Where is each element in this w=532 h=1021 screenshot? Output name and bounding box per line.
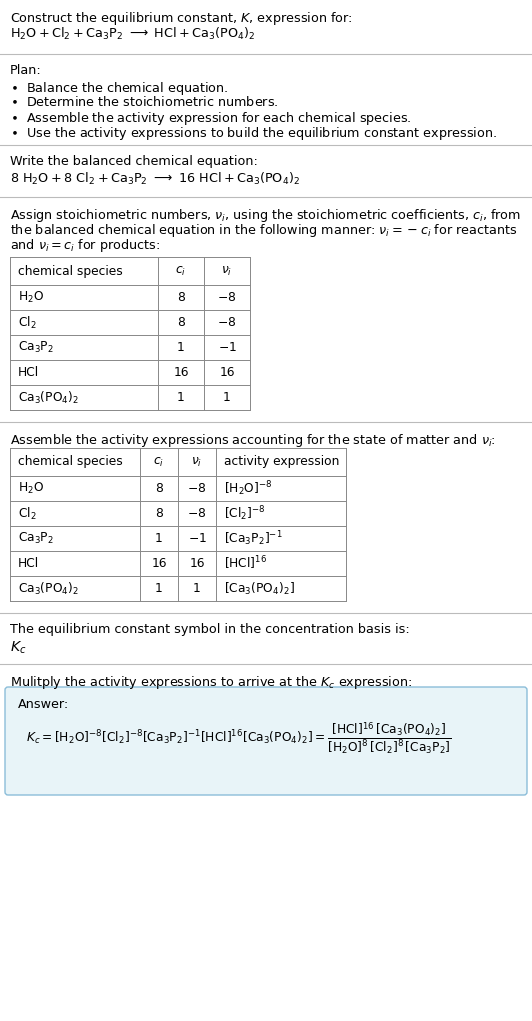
Text: HCl: HCl bbox=[18, 557, 39, 570]
Text: $[\mathrm{HCl}]^{16}$: $[\mathrm{HCl}]^{16}$ bbox=[224, 554, 267, 572]
Text: $\bullet\ $ Balance the chemical equation.: $\bullet\ $ Balance the chemical equatio… bbox=[10, 80, 228, 97]
Text: $\bullet\ $ Determine the stoichiometric numbers.: $\bullet\ $ Determine the stoichiometric… bbox=[10, 95, 279, 109]
Text: 8: 8 bbox=[177, 291, 185, 304]
Text: 16: 16 bbox=[151, 557, 167, 570]
Text: $[\mathrm{H_2O}]^{-8}$: $[\mathrm{H_2O}]^{-8}$ bbox=[224, 479, 272, 498]
Text: $\mathrm{H_2O}$: $\mathrm{H_2O}$ bbox=[18, 481, 44, 496]
Text: $-8$: $-8$ bbox=[187, 507, 206, 520]
Text: 1: 1 bbox=[155, 582, 163, 595]
Text: Assign stoichiometric numbers, $\nu_i$, using the stoichiometric coefficients, $: Assign stoichiometric numbers, $\nu_i$, … bbox=[10, 207, 521, 224]
Text: $\mathrm{Ca_3P_2}$: $\mathrm{Ca_3P_2}$ bbox=[18, 340, 54, 355]
Text: 16: 16 bbox=[189, 557, 205, 570]
Text: 8: 8 bbox=[155, 482, 163, 495]
Text: $c_i$: $c_i$ bbox=[153, 455, 164, 469]
Text: Answer:: Answer: bbox=[18, 698, 69, 711]
Text: $\mathrm{Cl_2}$: $\mathrm{Cl_2}$ bbox=[18, 505, 37, 522]
Text: 1: 1 bbox=[177, 391, 185, 404]
Text: $\bullet\ $ Use the activity expressions to build the equilibrium constant expre: $\bullet\ $ Use the activity expressions… bbox=[10, 125, 497, 142]
Text: Write the balanced chemical equation:: Write the balanced chemical equation: bbox=[10, 155, 258, 168]
Text: $\nu_i$: $\nu_i$ bbox=[192, 455, 203, 469]
Text: 16: 16 bbox=[173, 366, 189, 379]
Text: activity expression: activity expression bbox=[224, 455, 339, 469]
Text: $\mathrm{Ca_3(PO_4)_2}$: $\mathrm{Ca_3(PO_4)_2}$ bbox=[18, 581, 79, 596]
Text: 1: 1 bbox=[223, 391, 231, 404]
Text: chemical species: chemical species bbox=[18, 264, 123, 278]
FancyBboxPatch shape bbox=[5, 687, 527, 795]
Text: $[\mathrm{Ca_3P_2}]^{-1}$: $[\mathrm{Ca_3P_2}]^{-1}$ bbox=[224, 529, 282, 548]
Text: $-8$: $-8$ bbox=[218, 317, 237, 329]
Text: $\bullet\ $ Assemble the activity expression for each chemical species.: $\bullet\ $ Assemble the activity expres… bbox=[10, 110, 411, 127]
Text: The equilibrium constant symbol in the concentration basis is:: The equilibrium constant symbol in the c… bbox=[10, 623, 410, 636]
Text: $K_c = [\mathrm{H_2O}]^{-8}[\mathrm{Cl_2}]^{-8}[\mathrm{Ca_3P_2}]^{-1}[\mathrm{H: $K_c = [\mathrm{H_2O}]^{-8}[\mathrm{Cl_2… bbox=[26, 720, 452, 756]
Text: $\nu_i$: $\nu_i$ bbox=[221, 264, 232, 278]
Text: Assemble the activity expressions accounting for the state of matter and $\nu_i$: Assemble the activity expressions accoun… bbox=[10, 432, 496, 449]
Text: $-1$: $-1$ bbox=[188, 532, 206, 545]
Text: 8: 8 bbox=[155, 507, 163, 520]
Text: $\mathrm{Ca_3P_2}$: $\mathrm{Ca_3P_2}$ bbox=[18, 531, 54, 546]
Text: $-8$: $-8$ bbox=[218, 291, 237, 304]
Text: $[\mathrm{Cl_2}]^{-8}$: $[\mathrm{Cl_2}]^{-8}$ bbox=[224, 504, 265, 523]
Text: Construct the equilibrium constant, $K$, expression for:: Construct the equilibrium constant, $K$,… bbox=[10, 10, 353, 27]
Text: chemical species: chemical species bbox=[18, 455, 123, 469]
Text: $\mathrm{H_2O + Cl_2 + Ca_3P_2\ \longrightarrow\ HCl + Ca_3(PO_4)_2}$: $\mathrm{H_2O + Cl_2 + Ca_3P_2\ \longrig… bbox=[10, 26, 255, 42]
Text: Mulitply the activity expressions to arrive at the $K_c$ expression:: Mulitply the activity expressions to arr… bbox=[10, 674, 412, 691]
Text: 1: 1 bbox=[193, 582, 201, 595]
Text: $-8$: $-8$ bbox=[187, 482, 206, 495]
Text: $\mathrm{Cl_2}$: $\mathrm{Cl_2}$ bbox=[18, 314, 37, 331]
Text: the balanced chemical equation in the following manner: $\nu_i = -c_i$ for react: the balanced chemical equation in the fo… bbox=[10, 222, 518, 239]
Text: $8\ \mathrm{H_2O} + 8\ \mathrm{Cl_2} + \mathrm{Ca_3P_2}\ \longrightarrow\ 16\ \m: $8\ \mathrm{H_2O} + 8\ \mathrm{Cl_2} + \… bbox=[10, 171, 300, 187]
Text: 1: 1 bbox=[177, 341, 185, 354]
Text: $c_i$: $c_i$ bbox=[176, 264, 187, 278]
Text: $\mathrm{H_2O}$: $\mathrm{H_2O}$ bbox=[18, 290, 44, 305]
Text: 16: 16 bbox=[219, 366, 235, 379]
Text: Plan:: Plan: bbox=[10, 64, 41, 77]
Text: $-1$: $-1$ bbox=[218, 341, 236, 354]
Text: $K_c$: $K_c$ bbox=[10, 640, 27, 657]
Text: 1: 1 bbox=[155, 532, 163, 545]
Text: and $\nu_i = c_i$ for products:: and $\nu_i = c_i$ for products: bbox=[10, 237, 160, 254]
Text: 8: 8 bbox=[177, 317, 185, 329]
Text: $[\mathrm{Ca_3(PO_4)_2}]$: $[\mathrm{Ca_3(PO_4)_2}]$ bbox=[224, 581, 295, 596]
Text: $\mathrm{Ca_3(PO_4)_2}$: $\mathrm{Ca_3(PO_4)_2}$ bbox=[18, 389, 79, 405]
Text: HCl: HCl bbox=[18, 366, 39, 379]
